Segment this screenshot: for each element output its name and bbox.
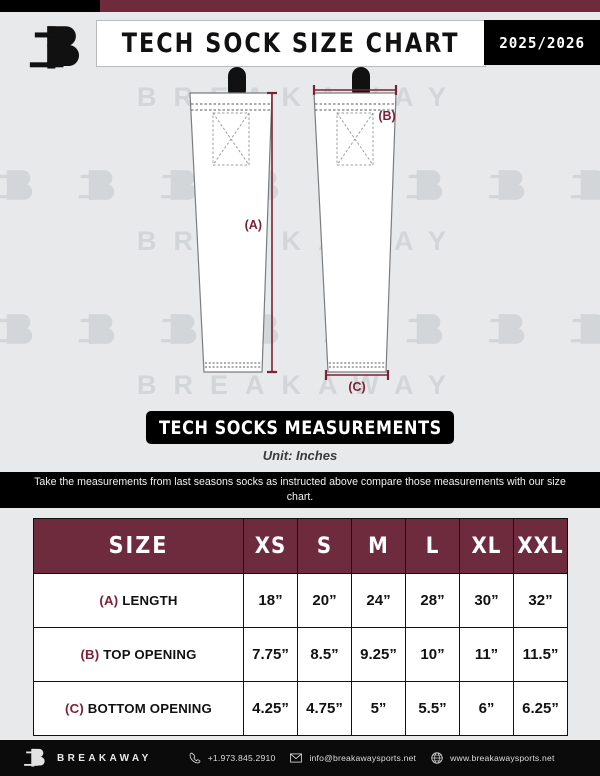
footer-website-text: www.breakawaysports.net: [450, 753, 555, 763]
footer-contact-list: +1.973.845.2910 info@breakawaysports.net: [188, 751, 555, 765]
measurements-banner-title: TECH SOCKS MEASUREMENTS: [158, 416, 442, 439]
cell-length-xl: 30”: [459, 573, 514, 628]
cell-length-l: 28”: [405, 573, 460, 628]
row-tag-a: (A): [99, 593, 119, 608]
table-row: (B) TOP OPENING 7.75” 8.5” 9.25” 10” 11”…: [33, 627, 568, 682]
sock-logo-placement-area: [336, 112, 374, 166]
cell-top-s: 8.5”: [297, 627, 352, 682]
table-row: (C) BOTTOM OPENING 4.25” 4.75” 5” 5.5” 6…: [33, 681, 568, 736]
row-name-a: LENGTH: [122, 593, 178, 608]
row-label-top-opening: (B) TOP OPENING: [33, 627, 244, 682]
table-header-l: L: [405, 518, 460, 574]
sock-diagram-area: (A) (B) (: [0, 60, 600, 405]
row-label-bottom-opening: (C) BOTTOM OPENING: [33, 681, 244, 736]
footer-phone-text: +1.973.845.2910: [207, 753, 276, 763]
cell-length-m: 24”: [351, 573, 406, 628]
sock-body-outline: [189, 92, 273, 373]
dimension-label-b: (B): [378, 109, 395, 123]
table-row: (A) LENGTH 18” 20” 24” 28” 30” 32”: [33, 573, 568, 628]
row-tag-c: (C): [65, 701, 84, 716]
sock-measurement-illustration: (A) (B) (: [189, 67, 398, 394]
cell-top-m: 9.25”: [351, 627, 406, 682]
unit-label: Unit: Inches: [262, 448, 338, 463]
size-chart-table-wrap: SIZE XS S M L XL XXL (A) LENGTH 18” 20” …: [33, 518, 568, 736]
cell-bottom-l: 5.5”: [405, 681, 460, 736]
cell-length-xxl: 32”: [513, 573, 568, 628]
row-label-length: (A) LENGTH: [33, 573, 244, 628]
sock-hang-tab-icon: [228, 67, 246, 99]
cell-top-xs: 7.75”: [243, 627, 298, 682]
sock-logo-placement-area: [212, 112, 250, 166]
footer-contact-email[interactable]: info@breakawaysports.net: [289, 751, 416, 765]
table-header-xl: XL: [459, 518, 514, 574]
sock-logo-placement-cross: [336, 112, 374, 166]
season-year-badge: 2025/2026: [484, 20, 600, 65]
table-header-m: M: [351, 518, 406, 574]
measurements-banner: TECH SOCKS MEASUREMENTS: [146, 411, 454, 444]
table-header-xs: XS: [243, 518, 298, 574]
breakaway-b-monogram-icon: [29, 26, 80, 69]
footer-contact-website[interactable]: www.breakawaysports.net: [430, 751, 554, 765]
sock-body-outline: [313, 92, 397, 373]
table-header-s: S: [297, 518, 352, 574]
sock-front-view-openings: (B) (C): [312, 67, 398, 394]
page-title: TECH SOCK SIZE CHART: [122, 28, 460, 59]
top-stripe-maroon: [100, 0, 600, 12]
size-chart-table: SIZE XS S M L XL XXL (A) LENGTH 18” 20” …: [33, 518, 568, 736]
footer-email-text: info@breakawaysports.net: [309, 753, 417, 763]
row-name-b: TOP OPENING: [103, 647, 197, 662]
cell-bottom-s: 4.75”: [297, 681, 352, 736]
breakaway-b-monogram-icon: [24, 748, 45, 767]
season-year-label: 2025/2026: [499, 33, 585, 52]
globe-icon: [431, 752, 443, 764]
table-header-size: SIZE: [33, 518, 244, 574]
cell-bottom-xs: 4.25”: [243, 681, 298, 736]
page-header: TECH SOCK SIZE CHART 2025/2026: [0, 12, 600, 74]
cell-bottom-m: 5”: [351, 681, 406, 736]
footer-brand-name: BREAKAWAY: [57, 752, 152, 764]
top-stripe-black: [0, 0, 100, 12]
phone-icon: [189, 752, 201, 764]
cell-length-xs: 18”: [243, 573, 298, 628]
footer-contact-phone[interactable]: +1.973.845.2910: [188, 751, 276, 765]
cell-top-l: 10”: [405, 627, 460, 682]
cell-bottom-xxl: 6.25”: [513, 681, 568, 736]
top-stripe: [0, 0, 600, 12]
instruction-text: Take the measurements from last seasons …: [34, 476, 566, 503]
dimension-label-c: (C): [348, 380, 365, 394]
row-name-c: BOTTOM OPENING: [87, 701, 212, 716]
page-title-box: TECH SOCK SIZE CHART: [96, 20, 486, 67]
dimension-label-a: (A): [245, 218, 262, 232]
instruction-band: Take the measurements from last seasons …: [0, 472, 600, 508]
sock-logo-placement-cross: [212, 112, 250, 166]
cell-length-s: 20”: [297, 573, 352, 628]
sock-front-view-length: (A): [189, 67, 277, 374]
page-footer: BREAKAWAY +1.973.845.2910 info@breakaway…: [0, 740, 600, 776]
envelope-icon: [290, 753, 303, 763]
cell-top-xxl: 11.5”: [513, 627, 568, 682]
sock-hang-tab-icon: [352, 67, 370, 99]
cell-top-xl: 11”: [459, 627, 514, 682]
table-header-xxl: XXL: [513, 518, 568, 574]
table-header-row: SIZE XS S M L XL XXL: [33, 518, 568, 574]
row-tag-b: (B): [80, 647, 100, 662]
cell-bottom-xl: 6”: [459, 681, 514, 736]
